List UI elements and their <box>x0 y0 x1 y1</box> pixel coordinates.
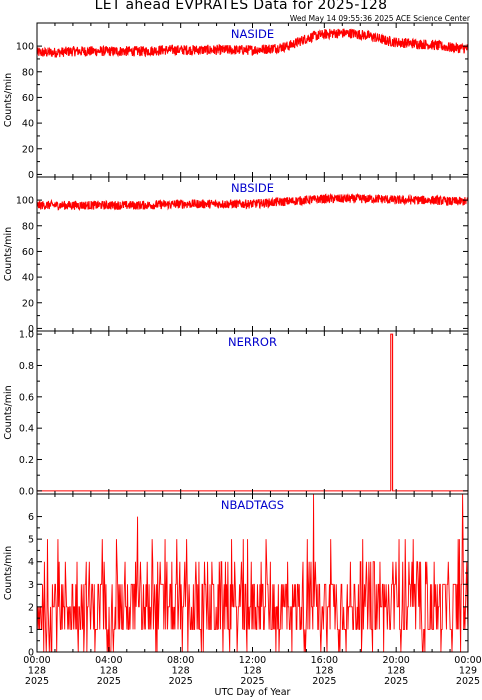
y-tick-label: 0.6 <box>19 392 34 403</box>
x-tick-label: 2025 <box>240 676 264 687</box>
y-tick-label: 20 <box>22 144 34 155</box>
y-tick-label: 20 <box>22 298 34 309</box>
y-tick-label: 0 <box>28 648 34 659</box>
panel-label: NBSIDE <box>231 181 274 195</box>
y-tick-label: 4 <box>28 557 34 568</box>
x-tick-label: 128 <box>172 666 190 677</box>
y-axis-label: Counts/min <box>3 385 14 439</box>
x-tick-label: 12:00 <box>239 655 266 666</box>
y-tick-label: 0.0 <box>19 486 34 497</box>
y-tick-label: 100 <box>16 42 34 53</box>
y-tick-label: 40 <box>22 273 34 284</box>
x-tick-label: 2025 <box>456 676 480 687</box>
series-line-nerror <box>37 333 468 492</box>
x-tick-label: 20:00 <box>382 655 409 666</box>
y-axis-label: Counts/min <box>3 73 14 127</box>
x-tick-label: 128 <box>387 666 405 677</box>
x-tick-label: 128 <box>100 666 118 677</box>
panel-nbside: 0 20 40 60 80 100 Counts/min NBSIDE <box>3 176 469 335</box>
y-tick-label: 0.4 <box>19 424 34 435</box>
x-tick-label: 2025 <box>169 676 193 687</box>
y-axis-label: Counts/min <box>3 546 14 600</box>
x-tick-label: 128 <box>315 666 333 677</box>
chart-title: LET ahead EVPRATES Data for 2025-128 <box>94 0 388 13</box>
y-tick-label: 0.8 <box>19 361 34 372</box>
x-tick-label: 04:00 <box>95 655 122 666</box>
panel-label: NASIDE <box>231 27 274 41</box>
y-axis-label: Counts/min <box>3 227 14 281</box>
panel-frame <box>36 330 469 495</box>
panel-nerror: 0.0 0.2 0.4 0.6 0.8 1.0 Counts/min NERROR <box>3 330 469 497</box>
y-tick-label: 80 <box>22 67 34 78</box>
x-tick-label: 129 <box>459 666 477 677</box>
x-tick-label: 2025 <box>384 676 408 687</box>
y-tick-label: 0 <box>28 170 34 181</box>
x-tick-label: 128 <box>243 666 261 677</box>
y-tick-label: 6 <box>28 512 34 523</box>
y-tick-label: 2 <box>28 602 34 613</box>
y-tick-label: 100 <box>16 196 34 207</box>
series-line-nbside <box>36 192 469 212</box>
y-tick-label: 60 <box>22 247 34 258</box>
panel-naside: 0 20 40 60 80 100 Counts/min NASIDE <box>3 22 469 181</box>
x-tick-label: 08:00 <box>167 655 194 666</box>
x-tick-label: 16:00 <box>311 655 338 666</box>
x-tick-label: 128 <box>28 666 46 677</box>
panel-nbadtags: 0123456Counts/minNBADTAGS00:00128202504:… <box>3 493 482 698</box>
x-axis-label: UTC Day of Year <box>215 687 291 698</box>
series-line-nbadtags <box>37 493 469 653</box>
y-tick-label: 1.0 <box>19 330 34 341</box>
panel-label: NERROR <box>228 335 277 349</box>
panel-label: NBADTAGS <box>221 498 284 512</box>
x-tick-label: 2025 <box>312 676 336 687</box>
x-tick-label: 00:00 <box>23 655 50 666</box>
y-tick-label: 0 <box>28 324 34 335</box>
series-line-naside <box>36 28 469 58</box>
y-tick-label: 3 <box>28 580 34 591</box>
y-tick-label: 40 <box>22 119 34 130</box>
y-tick-label: 0.2 <box>19 455 34 466</box>
y-tick-label: 60 <box>22 93 34 104</box>
y-tick-label: 80 <box>22 221 34 232</box>
timestamp-label: Wed May 14 09:55:36 2025 ACE Science Cen… <box>289 14 470 23</box>
x-tick-label: 2025 <box>97 676 121 687</box>
y-tick-label: 5 <box>28 535 34 546</box>
x-tick-label: 00:00 <box>454 655 481 666</box>
x-tick-label: 2025 <box>25 676 49 687</box>
y-tick-label: 1 <box>28 625 34 636</box>
